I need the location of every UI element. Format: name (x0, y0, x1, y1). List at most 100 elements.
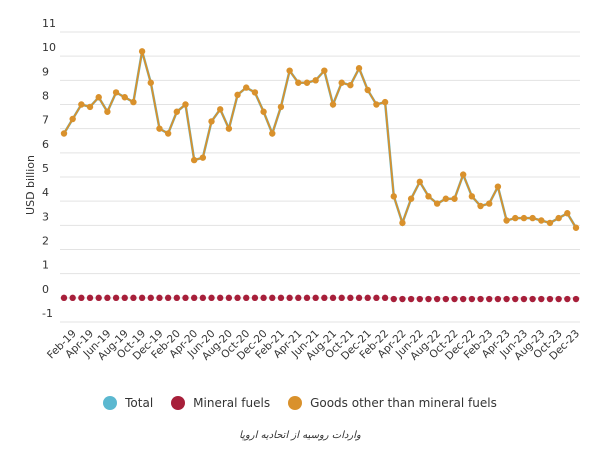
data-point (277, 103, 285, 111)
data-point (321, 67, 328, 74)
data-point (112, 294, 120, 302)
data-point (433, 200, 441, 207)
data-point (199, 154, 207, 161)
data-point (451, 295, 458, 303)
y-tick-label: 10 (42, 41, 56, 54)
data-point (234, 91, 241, 99)
data-point (60, 130, 68, 137)
data-point (338, 294, 345, 302)
data-point (399, 219, 406, 227)
data-point (303, 79, 311, 86)
legend: Total Mineral fuels Goods other than min… (0, 396, 600, 410)
data-point (138, 294, 146, 302)
data-point (433, 295, 441, 303)
data-point (95, 94, 102, 101)
data-point (78, 101, 85, 108)
data-point (390, 193, 397, 200)
legend-label-mineral-fuels: Mineral fuels (193, 396, 271, 410)
data-point (156, 294, 163, 302)
data-point (243, 294, 250, 302)
grid-lines (60, 31, 580, 323)
y-tick-label: 6 (42, 138, 49, 151)
legend-swatch-total (103, 396, 118, 410)
data-point (503, 295, 510, 303)
data-point (69, 294, 76, 302)
data-point (468, 295, 476, 303)
data-point (217, 294, 224, 302)
data-point (373, 101, 380, 108)
data-point (147, 294, 154, 302)
data-point (364, 86, 371, 94)
data-point (147, 79, 154, 86)
data-point (425, 295, 432, 303)
data-point (208, 118, 215, 125)
data-point (347, 81, 354, 89)
data-point (156, 125, 163, 132)
data-point (303, 294, 311, 302)
data-point (69, 115, 76, 123)
data-point (225, 294, 233, 302)
data-point (86, 294, 94, 302)
y-tick-label: 2 (42, 235, 49, 248)
data-point (512, 214, 519, 222)
data-point (538, 217, 545, 224)
data-point (520, 214, 528, 222)
data-point (234, 294, 241, 302)
data-point (468, 193, 476, 200)
data-point (173, 108, 181, 115)
data-point (86, 103, 94, 111)
y-tick-label: 9 (42, 65, 49, 78)
data-point (416, 178, 423, 186)
data-point (416, 295, 423, 303)
data-point (104, 108, 111, 115)
x-tick-labels: Feb-19Apr-19Jun-19Aug-19Oct-19Dec-19Feb-… (45, 328, 582, 363)
data-point (329, 101, 337, 108)
legend-item-total: Total (103, 396, 153, 410)
data-point (199, 294, 207, 302)
data-point (121, 294, 128, 302)
data-point (529, 295, 536, 303)
data-point (121, 94, 128, 101)
data-point (442, 295, 450, 303)
y-tick-label: 0 (42, 283, 49, 296)
data-point (295, 294, 302, 302)
data-point (381, 294, 389, 302)
data-point (459, 171, 467, 178)
data-point (546, 219, 554, 227)
data-point (164, 130, 172, 137)
y-tick-label: 7 (42, 114, 49, 127)
data-point (243, 84, 250, 91)
y-axis-label: USD billion (24, 155, 37, 215)
legend-label-total: Total (125, 396, 154, 410)
data-point (538, 295, 545, 303)
legend-item-mineral-fuels: Mineral fuels (171, 396, 270, 410)
data-point (173, 294, 181, 302)
data-point (459, 295, 467, 303)
data-point (130, 294, 137, 302)
data-point (338, 79, 345, 86)
data-point (104, 294, 111, 302)
data-point (269, 130, 276, 137)
data-point (312, 294, 319, 302)
data-point (564, 295, 571, 303)
data-point (512, 295, 519, 303)
data-point (329, 294, 337, 302)
data-point (277, 294, 285, 302)
data-point (503, 217, 510, 224)
data-point (477, 202, 484, 210)
data-point (190, 294, 198, 302)
data-point (390, 295, 397, 303)
data-point (208, 294, 215, 302)
data-point (520, 295, 528, 303)
data-point (321, 294, 328, 302)
data-point (260, 294, 267, 302)
data-point (572, 295, 580, 303)
data-point (555, 214, 562, 222)
y-tick-label: 3 (42, 210, 49, 223)
legend-item-goods-other: Goods other than mineral fuels (288, 396, 497, 410)
data-point (364, 294, 371, 302)
y-tick-label: 11 (42, 17, 56, 30)
y-tick-label: -1 (42, 307, 53, 320)
